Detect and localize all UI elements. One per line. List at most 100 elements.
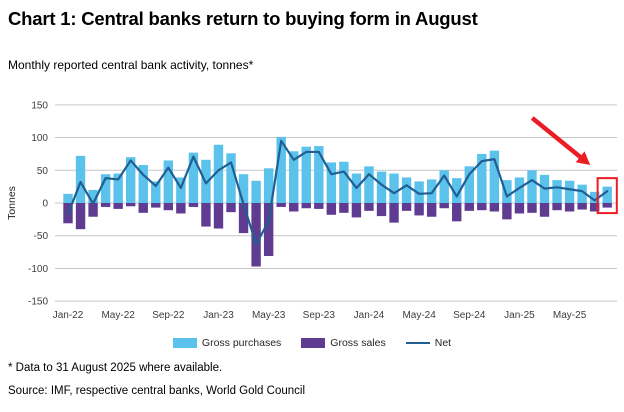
purchases-bar-Jul-25 <box>589 191 600 203</box>
purchases-bar-Jan-23 <box>213 144 224 203</box>
purchases-bar-May-23 <box>263 168 274 203</box>
legend-label-net: Net <box>434 337 452 349</box>
sales-bar-Jan-23 <box>213 203 224 229</box>
sales-bar-Apr-23 <box>251 203 261 267</box>
sales-bar-Nov-23 <box>339 203 349 213</box>
sales-bar-Oct-22 <box>176 203 186 214</box>
sales-bar-Oct-24 <box>477 203 487 211</box>
sales-bar-Aug-25 <box>602 203 612 208</box>
sales-bar-Jun-24 <box>426 203 437 217</box>
svg-text:Jan-23: Jan-23 <box>203 310 234 321</box>
sales-bar-Mar-24 <box>389 203 399 223</box>
purchases-bar-Dec-24 <box>502 180 512 203</box>
legend-label-gross-purchases: Gross purchases <box>201 337 282 349</box>
sales-bar-May-25 <box>564 203 575 212</box>
purchases-bar-Jun-25 <box>577 184 587 203</box>
svg-text:Jan-25: Jan-25 <box>504 310 535 321</box>
sales-bar-Apr-22 <box>100 203 111 207</box>
sales-bar-Aug-23 <box>301 203 311 209</box>
purchases-bar-Jun-22 <box>126 157 136 203</box>
purchases-bar-Oct-24 <box>477 153 487 203</box>
svg-text:Sep-23: Sep-23 <box>303 310 336 321</box>
sales-bar-Dec-24 <box>502 203 512 220</box>
highlight-box <box>596 177 618 215</box>
purchases-bar-Jan-24 <box>364 166 374 203</box>
purchases-bar-Jul-24 <box>439 170 449 203</box>
sales-bar-Dec-22 <box>201 203 211 227</box>
sales-bar-Jan-24 <box>364 203 374 211</box>
purchases-bar-Aug-25 <box>602 186 612 203</box>
sales-bar-Feb-25 <box>527 203 537 213</box>
purchases-bar-May-22 <box>113 173 123 203</box>
purchases-bar-Mar-24 <box>389 173 399 203</box>
annotation-arrow <box>530 116 591 165</box>
purchases-bar-Apr-25 <box>552 180 562 203</box>
svg-text:May-22: May-22 <box>101 310 135 321</box>
purchases-bar-Apr-22 <box>100 174 111 203</box>
sales-bars <box>63 203 612 267</box>
sales-bar-Jun-23 <box>276 203 286 207</box>
purchases-bar-Apr-24 <box>401 177 412 203</box>
purchases-bar-Jul-23 <box>289 151 299 203</box>
legend-item-gross-purchases: Gross purchases <box>172 337 282 349</box>
sales-bar-Mar-23 <box>238 203 249 234</box>
purchases-bar-Nov-24 <box>489 150 500 203</box>
sales-bar-May-23 <box>263 203 274 257</box>
purchases-bar-Jun-23 <box>276 136 286 203</box>
chart-subtitle: Monthly reported central bank activity, … <box>8 58 254 72</box>
gross-sales-swatch-icon <box>301 338 326 348</box>
sales-bar-Jul-24 <box>439 203 449 209</box>
gross-purchases-swatch-icon <box>172 338 197 348</box>
sales-bar-May-22 <box>113 203 123 209</box>
y-axis-labels: 150 100 50 0 -50 -100 -150 <box>28 100 48 307</box>
sales-bar-Mar-22 <box>88 203 98 217</box>
sales-bar-Apr-24 <box>401 203 412 211</box>
sales-bar-Sep-23 <box>314 203 324 209</box>
purchases-bar-Nov-22 <box>188 152 199 203</box>
sales-bar-Jan-25 <box>514 203 525 214</box>
chart-svg: 150 100 50 0 -50 -100 -150 Tonnes Jan-22 May-22 Se… <box>6 100 618 321</box>
purchases-bar-Jul-22 <box>138 165 148 203</box>
purchases-bar-Jan-22 <box>63 193 73 203</box>
sales-bar-Dec-23 <box>351 203 362 218</box>
sales-bar-Sep-24 <box>464 203 474 211</box>
svg-text:Sep-22: Sep-22 <box>152 310 185 321</box>
sales-bar-Jun-22 <box>126 203 136 207</box>
chart-title: Chart 1: Central banks return to buying … <box>8 8 478 29</box>
purchases-bar-Aug-24 <box>452 178 462 203</box>
source-line: Source: IMF, respective central banks, W… <box>8 385 305 397</box>
svg-text:0: 0 <box>42 199 48 210</box>
purchases-bar-Mar-23 <box>238 174 249 203</box>
purchases-bar-Feb-23 <box>226 153 236 203</box>
purchases-bar-Sep-24 <box>464 166 474 203</box>
purchases-bar-Sep-22 <box>163 160 174 203</box>
sales-bar-Oct-23 <box>326 203 337 215</box>
purchases-bar-Mar-22 <box>88 189 98 203</box>
purchases-bar-Jan-25 <box>514 177 525 203</box>
svg-text:Jan-24: Jan-24 <box>354 310 385 321</box>
svg-text:-150: -150 <box>28 297 48 308</box>
footnote: * Data to 31 August 2025 where available… <box>8 362 223 374</box>
purchases-bar-Feb-25 <box>527 170 537 203</box>
sales-bar-Jul-23 <box>289 203 299 212</box>
svg-text:50: 50 <box>37 166 49 177</box>
svg-text:-100: -100 <box>28 264 48 275</box>
legend-item-gross-sales: Gross sales <box>301 337 386 349</box>
purchases-bar-Aug-22 <box>151 181 161 203</box>
svg-text:May-24: May-24 <box>402 310 436 321</box>
sales-bar-Aug-24 <box>452 203 462 222</box>
sales-bar-Feb-24 <box>376 203 387 217</box>
sales-bar-Sep-22 <box>163 203 174 211</box>
sales-bar-Nov-24 <box>489 203 500 212</box>
net-line-swatch-icon <box>405 341 430 345</box>
legend-item-net: Net <box>405 337 452 349</box>
sales-bar-Jun-25 <box>577 203 587 210</box>
svg-text:150: 150 <box>31 100 48 111</box>
sales-bar-Jul-22 <box>138 203 148 213</box>
svg-text:100: 100 <box>31 133 48 144</box>
purchases-bar-May-25 <box>564 180 575 203</box>
svg-text:Jan-22: Jan-22 <box>53 310 84 321</box>
y-axis-title: Tonnes <box>6 186 18 220</box>
x-axis-labels: Jan-22 May-22 Sep-22 Jan-23 May-23 Sep-23 Jan-… <box>53 310 587 321</box>
